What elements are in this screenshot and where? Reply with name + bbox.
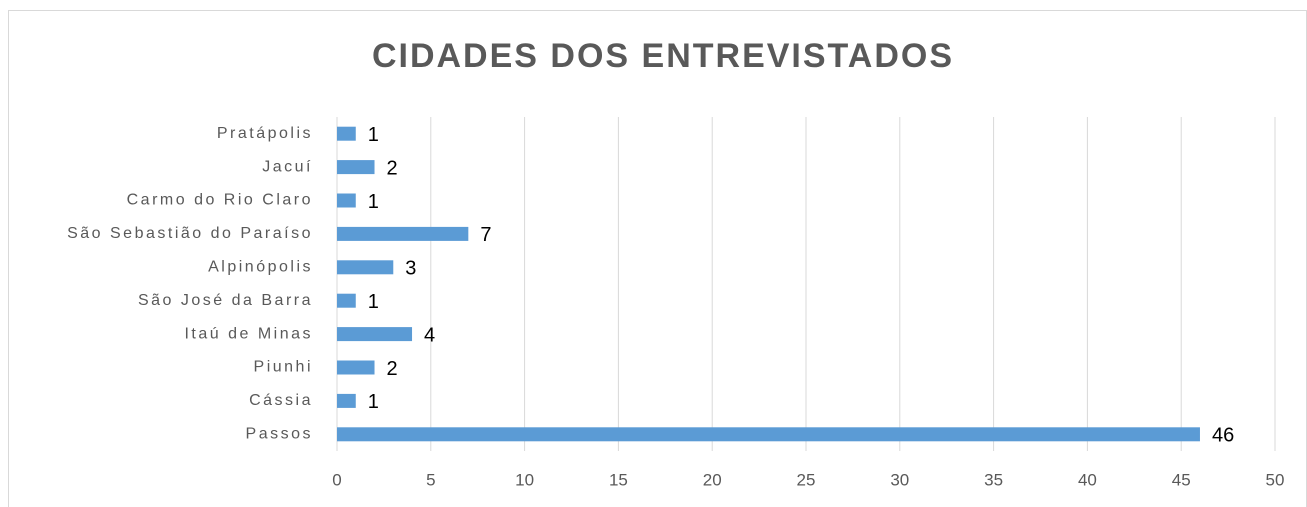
chart-title: CIDADES DOS ENTREVISTADOS: [372, 37, 954, 75]
x-tick-label: 15: [609, 470, 628, 489]
y-tick-label: Carmo do Rio Claro: [127, 192, 313, 209]
data-label: 1: [368, 291, 379, 313]
x-tick-label: 25: [797, 470, 816, 489]
x-tick-label: 35: [984, 470, 1003, 489]
bar: [337, 327, 413, 342]
x-tick-label: 0: [332, 470, 341, 489]
data-label: 7: [480, 224, 491, 246]
bar: [337, 427, 1200, 442]
x-tick-label: 45: [1172, 470, 1191, 489]
y-tick-label: Itaú de Minas: [184, 325, 313, 342]
data-label: 1: [368, 391, 379, 413]
x-tick-label: 40: [1078, 470, 1097, 489]
chart-frame: [8, 10, 1307, 507]
data-label: 4: [424, 324, 435, 346]
y-tick-label: Jacuí: [262, 158, 313, 175]
y-tick-label: Piunhi: [254, 359, 313, 376]
bar: [337, 160, 375, 175]
data-label: 2: [387, 358, 398, 380]
bar: [337, 226, 469, 241]
y-tick-label: São Sebastião do Paraíso: [67, 225, 313, 242]
x-tick-label: 30: [890, 470, 909, 489]
bar: [337, 393, 356, 408]
bar: [337, 293, 356, 308]
x-tick-label: 20: [703, 470, 722, 489]
y-tick-label: São José da Barra: [138, 292, 313, 309]
x-tick-label: 10: [515, 470, 534, 489]
bar: [337, 193, 356, 208]
x-tick-label: 50: [1266, 470, 1285, 489]
data-label: 2: [387, 157, 398, 179]
y-tick-label: Passos: [246, 426, 313, 443]
bar: [337, 360, 375, 375]
data-label: 3: [405, 258, 416, 280]
data-label: 1: [368, 124, 379, 146]
y-tick-label: Alpinópolis: [208, 259, 313, 276]
data-label: 1: [368, 191, 379, 213]
data-label: 46: [1212, 425, 1234, 447]
bar: [337, 260, 394, 275]
x-tick-label: 5: [426, 470, 435, 489]
y-tick-label: Cássia: [249, 392, 313, 409]
y-tick-label: Pratápolis: [217, 125, 313, 142]
bar: [337, 126, 356, 141]
